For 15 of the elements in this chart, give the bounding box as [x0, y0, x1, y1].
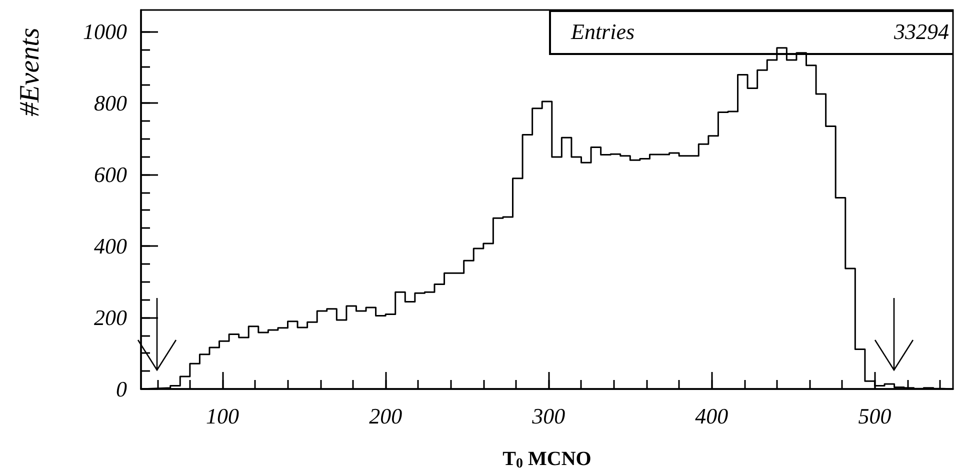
y-tick-label: 200: [94, 304, 127, 330]
y-tick-label: 800: [94, 90, 127, 116]
y-tick-label: 400: [94, 233, 127, 258]
y-tick-label: 1000: [83, 18, 127, 44]
x-tick-label: 400: [695, 404, 728, 428]
y-tick-label: 600: [94, 162, 127, 187]
x-tick-label: 500: [858, 404, 892, 428]
y-tick-label: 0: [116, 376, 127, 402]
stats-box: Entries 33294: [549, 10, 953, 55]
y-axis-title: #Events: [14, 28, 46, 116]
x-tick-label: 200: [369, 404, 402, 428]
annotation: Entries: [571, 19, 635, 45]
annotation: 33294: [894, 19, 949, 45]
x-tick-label: 300: [531, 404, 566, 428]
x-tick-label: 100: [206, 404, 240, 428]
